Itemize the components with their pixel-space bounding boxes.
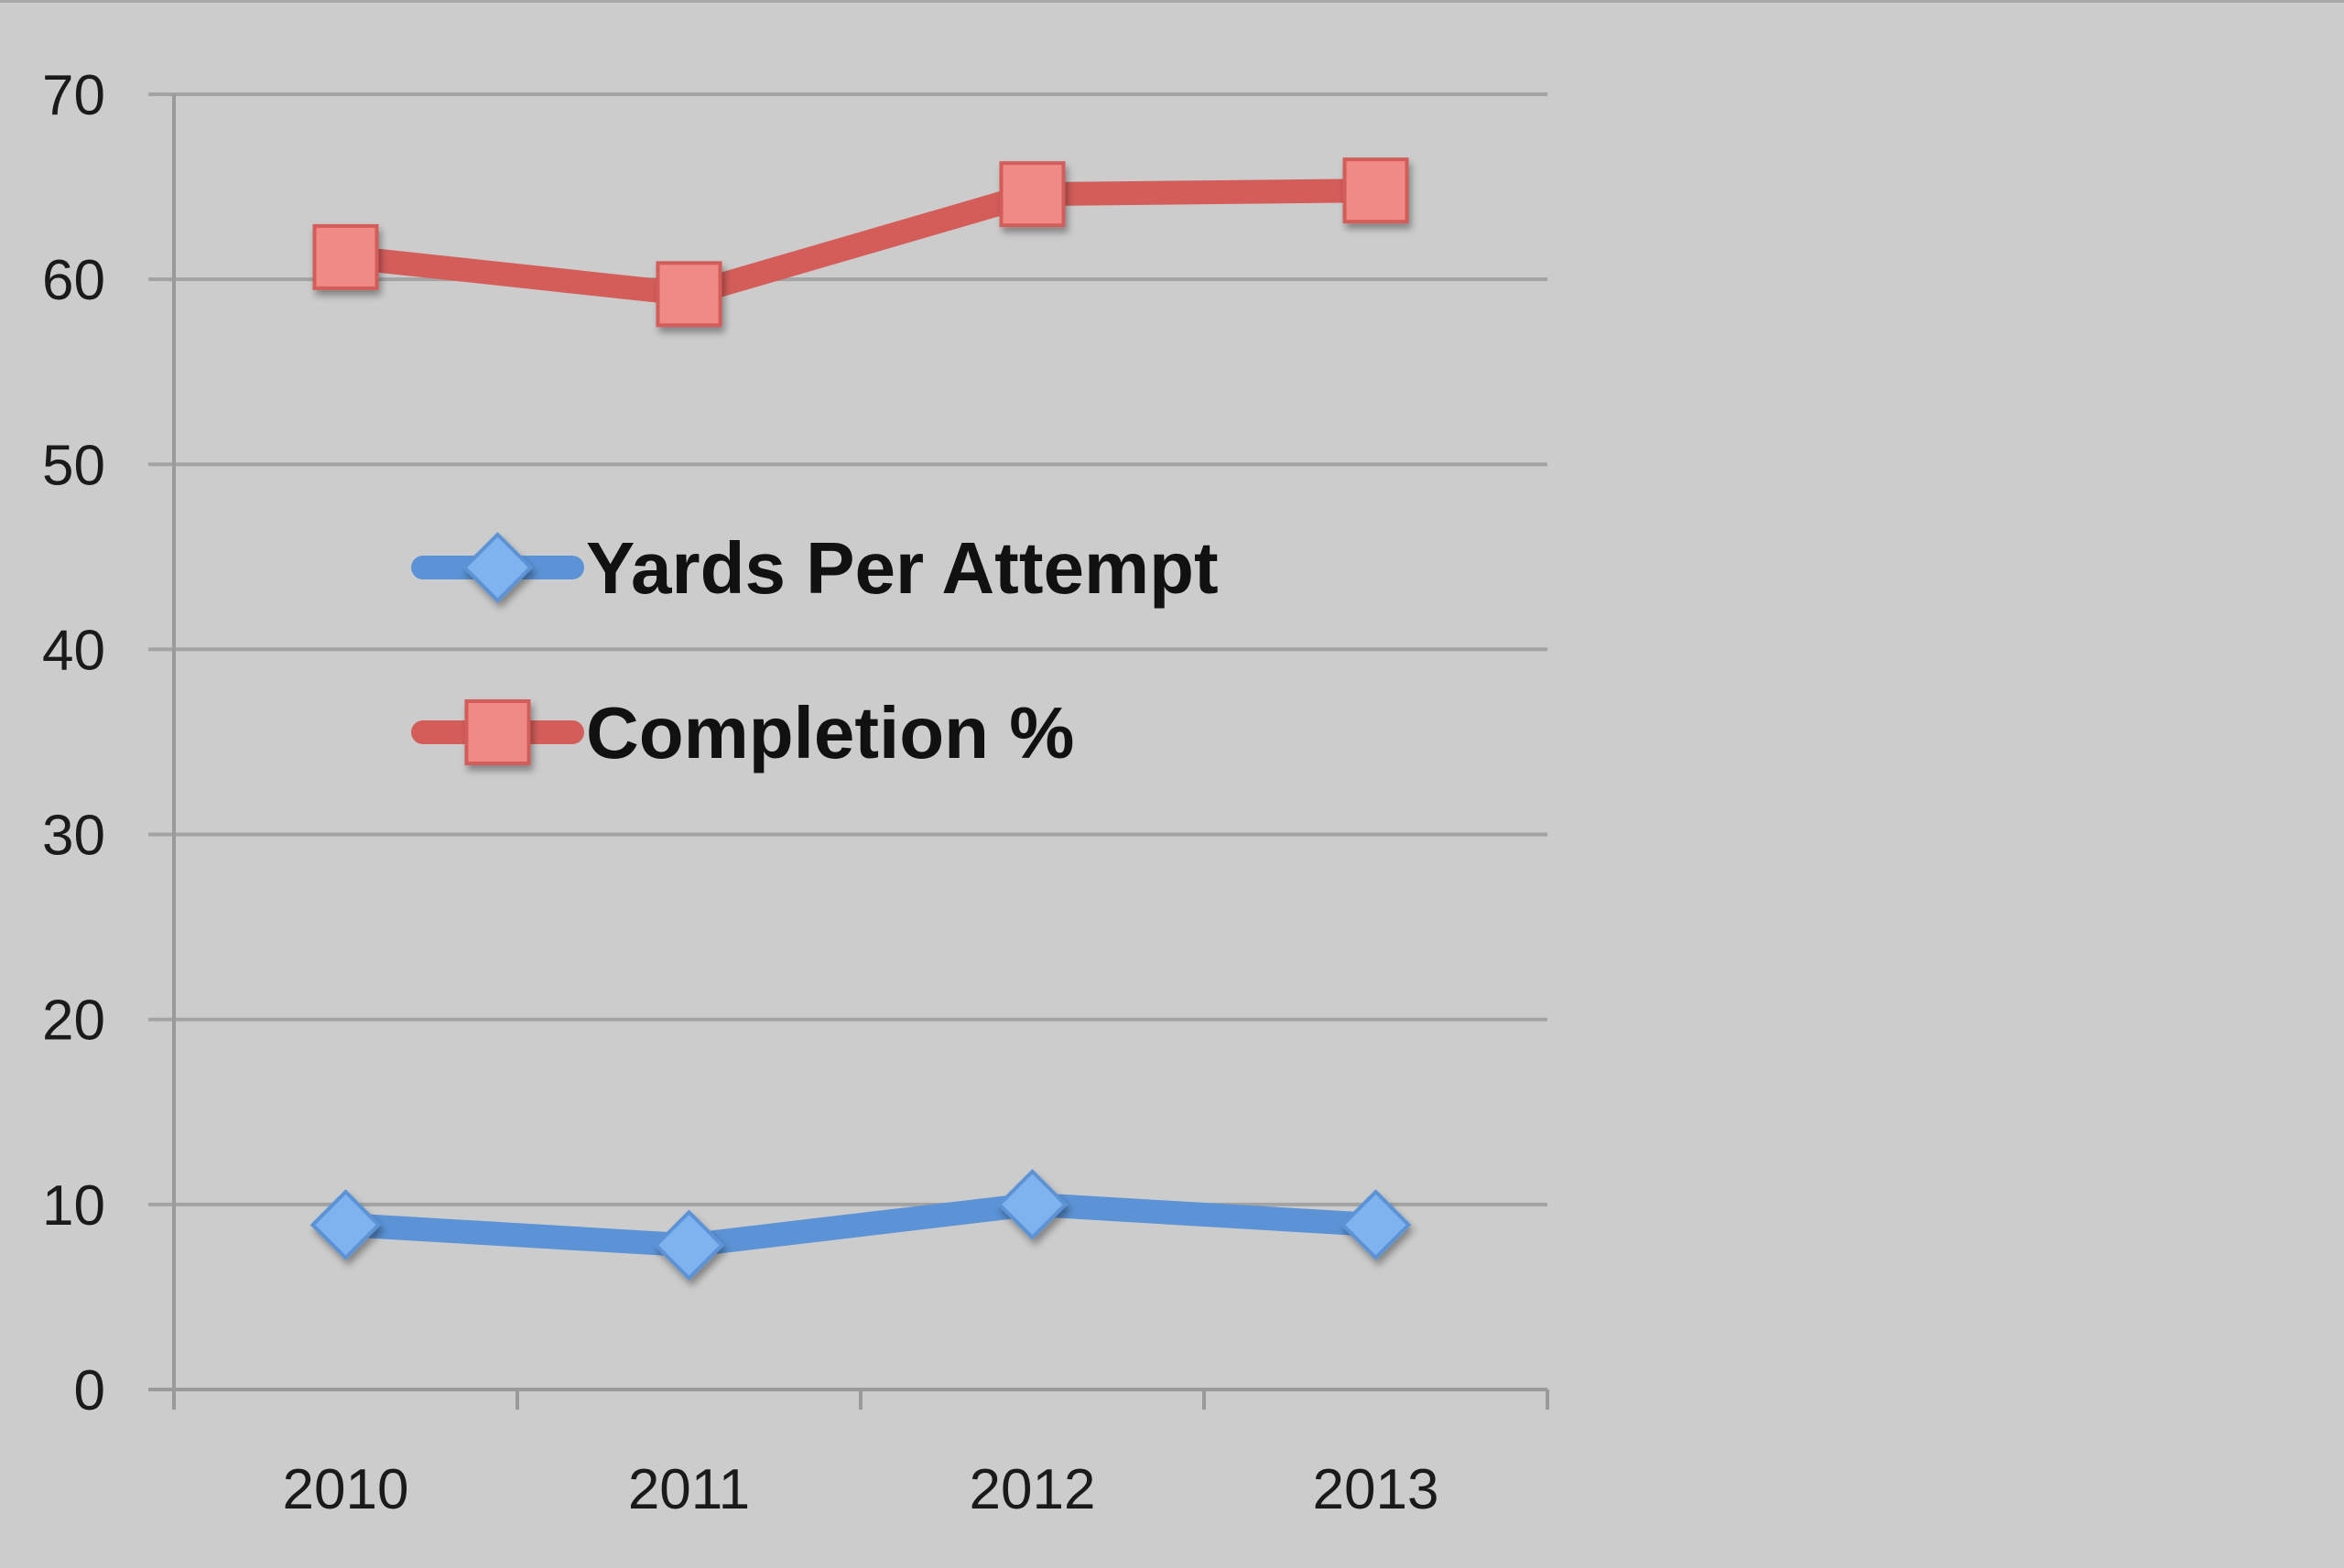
data-point	[312, 223, 379, 290]
x-tick-label: 2011	[628, 1458, 750, 1521]
legend-entry: Yards Per Attempt	[411, 527, 1219, 609]
series-diamond	[309, 1169, 1412, 1281]
series-square	[312, 157, 1409, 328]
legend: Yards Per Attempt Completion %	[411, 527, 1219, 773]
legend-swatch-marker	[461, 532, 534, 603]
data-point	[996, 1169, 1069, 1240]
series	[309, 157, 1412, 1281]
series-line	[333, 178, 1388, 307]
series-line	[333, 1192, 1388, 1258]
axes: 0 10 20 30 40 50 60 70 2010 2011 2012 2013	[42, 64, 1549, 1521]
data-point	[1342, 157, 1409, 224]
y-tick-label: 60	[42, 249, 105, 312]
legend-label: Yards Per Attempt	[586, 527, 1219, 609]
legend-entry: Completion %	[411, 692, 1074, 773]
y-tick-label: 0	[74, 1359, 105, 1422]
legend-swatch-marker	[464, 699, 531, 765]
x-tick-label: 2012	[970, 1458, 1096, 1521]
y-tick-label: 20	[42, 989, 105, 1053]
grid-lines	[148, 92, 1547, 1206]
y-tick-label: 10	[42, 1174, 105, 1238]
data-point	[656, 261, 722, 328]
data-point	[653, 1209, 725, 1281]
y-tick-label: 40	[42, 619, 105, 682]
legend-label: Completion %	[586, 692, 1074, 773]
top-border	[0, 0, 2344, 3]
y-tick-label: 30	[42, 805, 105, 868]
x-tick-label: 2010	[283, 1458, 409, 1521]
data-point	[309, 1189, 382, 1260]
y-tick-label: 70	[42, 64, 105, 127]
data-point	[1340, 1189, 1412, 1260]
y-tick-label: 50	[42, 434, 105, 497]
x-tick-label: 2013	[1313, 1458, 1439, 1521]
data-point	[999, 161, 1066, 228]
